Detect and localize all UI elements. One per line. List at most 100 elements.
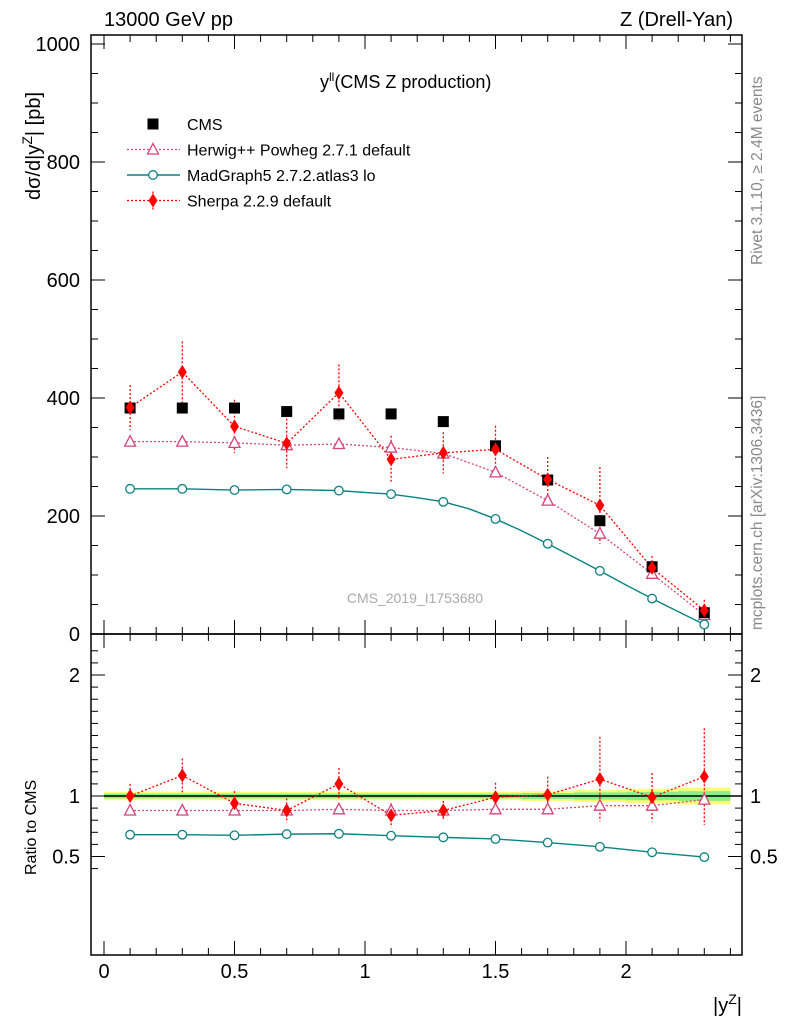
x-tick-label: 0.5 [221, 961, 249, 983]
ratio-madgraph-point [177, 829, 188, 840]
mcplots-label: mcplots.cern.ch [arXiv:1306.3436] [749, 396, 766, 630]
cms-point [229, 402, 240, 414]
ratio-herwig-point [175, 803, 189, 816]
sherpa-point [699, 603, 709, 618]
ratio-herwig-point [645, 798, 659, 811]
ratio-sherpa-point [595, 772, 605, 787]
herwig-point [332, 436, 346, 450]
x-tick-label: 2 [620, 961, 631, 983]
herwig-point [593, 526, 607, 539]
ratio-madgraph-point [333, 828, 344, 839]
main-title-var: y [320, 72, 329, 92]
sherpa-point [230, 419, 239, 434]
main-ylabel: dσ/d|yZ| [pb] [19, 92, 45, 200]
sherpa-point [438, 445, 448, 460]
ratio-madgraph-point [281, 829, 292, 840]
x-tick-label: 0 [98, 961, 109, 983]
ratio-panel-frame [90, 633, 743, 956]
ratio-madgraph-point [229, 830, 240, 841]
madgraph-point [386, 489, 397, 500]
ratio-herwig-point [488, 801, 503, 815]
legend-label: MadGraph5 2.7.2.atlas3 lo [187, 168, 376, 185]
madgraph-point [542, 538, 553, 549]
cms-point [176, 402, 188, 414]
ratio-herwig-point [697, 792, 711, 805]
legend-marker [147, 118, 159, 130]
x-tick-label: 1.5 [482, 961, 510, 983]
x-tick-label: 1 [359, 961, 370, 983]
sherpa-point [647, 560, 657, 575]
main-ticks: 0 200 400 600 800 1000 [36, 34, 742, 646]
ratio-herwig-point [541, 801, 555, 815]
ratio-sherpa-point [647, 790, 657, 805]
ratio-sherpa-point [125, 789, 135, 803]
madgraph-point [333, 485, 344, 496]
header-left: 13000 GeV pp [104, 9, 233, 31]
ratio-madgraph-point [647, 847, 658, 858]
legend-marker [148, 193, 158, 208]
ratio-ticks: 0.5 0.5 1 1 2 2 0 0.5 1 1.5 2 [52, 634, 778, 983]
main-ytick-label: 400 [47, 388, 80, 410]
madgraph-point [229, 485, 240, 495]
ratio-sherpa-point [282, 803, 292, 818]
ratio-sherpa-line [129, 774, 705, 817]
ratio-madgraph-point [386, 830, 397, 841]
herwig-point [384, 440, 398, 453]
rivet-label: Rivet 3.1.10, ≥ 2.4M events [749, 76, 766, 265]
ratio-ytick-label-left: 2 [69, 665, 80, 687]
herwig-point [541, 493, 555, 506]
ratio-madgraph-point [490, 834, 501, 844]
ratio-sherpa-point [491, 790, 500, 805]
madgraph-point [177, 483, 188, 494]
sherpa-line [129, 371, 705, 611]
main-ytick-label: 0 [69, 624, 80, 646]
main-series [123, 341, 711, 630]
ratio-sherpa-point [386, 808, 396, 823]
legend-label: Sherpa 2.2.9 default [187, 194, 332, 211]
main-ytick-label: 800 [47, 152, 80, 174]
x-axis-label-text: |y [713, 995, 728, 1017]
madgraph-point [594, 565, 605, 576]
ratio-herwig-point [332, 801, 346, 815]
ratio-ytick-label-left: 1 [69, 786, 80, 808]
main-ylabel-suffix: | [pb] [23, 92, 45, 136]
ratio-ytick-label-right: 1 [750, 786, 761, 808]
ratio-madgraph-point [438, 832, 449, 843]
x-axis-label: |yZ| [713, 991, 742, 1017]
main-title-sup: ll [329, 70, 334, 84]
ratio-ylabel: Ratio to CMS [23, 780, 40, 875]
sherpa-point [595, 498, 605, 513]
ratio-herwig-point [123, 803, 137, 816]
ratio-herwig-point [593, 798, 607, 811]
legend: CMS Herwig++ Powheg 2.7.1 default MadGraph… [127, 117, 411, 211]
ratio-sherpa-point [543, 787, 553, 802]
ratio-sherpa-point [230, 796, 239, 811]
main-ylabel-text: dσ/d|y [23, 145, 45, 200]
x-axis-label-suffix: | [737, 995, 742, 1017]
cms-point [333, 408, 345, 420]
legend-label: Herwig++ Powheg 2.7.1 default [187, 143, 411, 160]
main-title: yll(CMS Z production) [320, 70, 491, 92]
ratio-madgraph-point [125, 829, 136, 840]
sherpa-point [177, 365, 187, 380]
legend-label: CMS [187, 117, 223, 134]
ratio-sherpa-point [699, 769, 709, 784]
sherpa-point [334, 385, 344, 400]
herwig-point [175, 434, 189, 447]
analysis-label: CMS_2019_I1753680 [347, 590, 483, 606]
main-ytick-label: 200 [47, 506, 80, 528]
ratio-sherpa-point [334, 776, 344, 791]
cms-point [594, 515, 606, 527]
cms-point [437, 416, 449, 428]
madgraph-point [699, 619, 710, 630]
madgraph-point [125, 483, 136, 494]
herwig-line [130, 441, 705, 616]
sherpa-point [125, 400, 135, 415]
herwig-point [123, 434, 137, 447]
herwig-point [227, 435, 242, 448]
ratio-sherpa-point [177, 768, 187, 783]
ratio-ytick-label-left: 0.5 [52, 847, 80, 869]
x-axis-label-sup: Z [728, 991, 737, 1007]
cms-point [281, 406, 293, 418]
